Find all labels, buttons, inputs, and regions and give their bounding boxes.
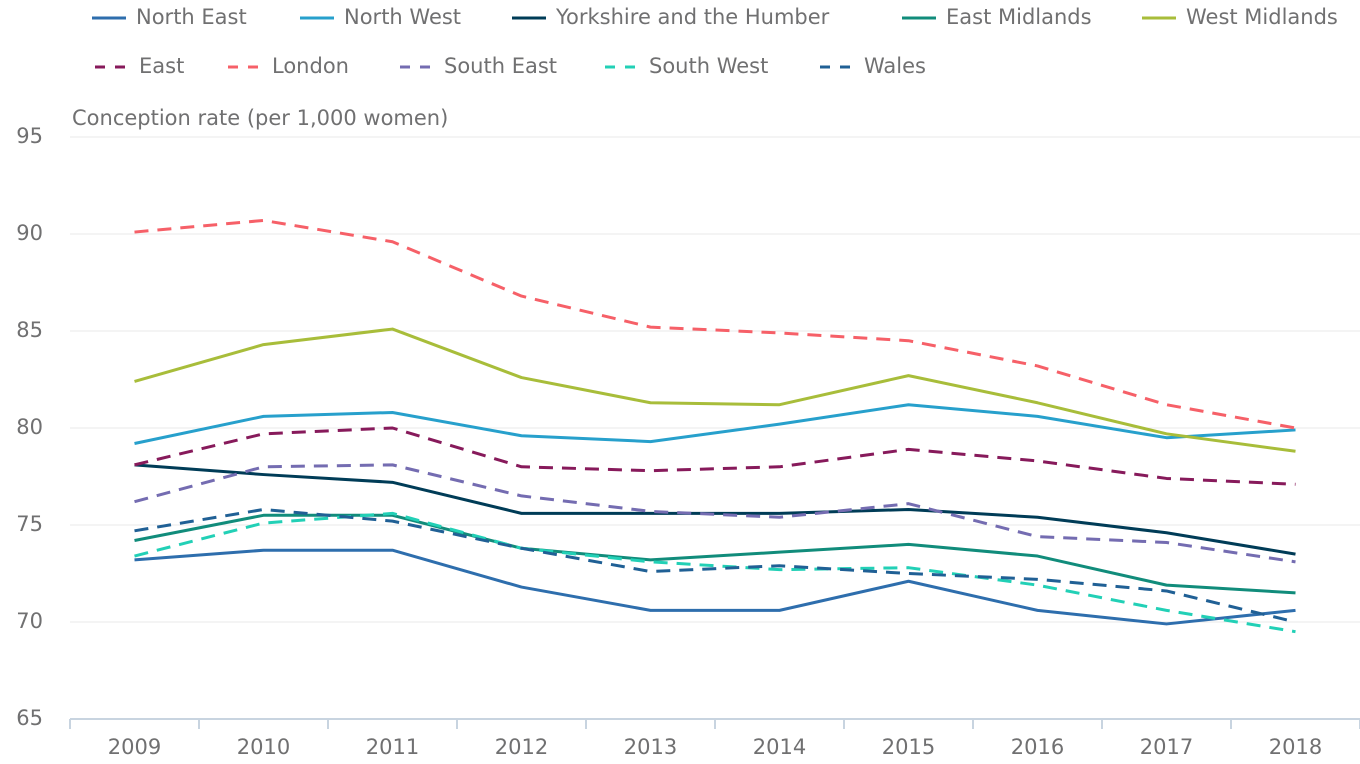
legend-label: North West <box>344 5 461 29</box>
x-tick-label: 2015 <box>882 735 935 759</box>
series-line <box>134 511 1296 634</box>
x-tick-label: 2010 <box>237 735 290 759</box>
x-tick-label: 2018 <box>1269 735 1322 759</box>
legend-label: East Midlands <box>946 5 1092 29</box>
x-tick-label: 2016 <box>1011 735 1064 759</box>
legend-label: Wales <box>864 54 926 78</box>
series-line <box>134 327 1296 453</box>
series-line <box>134 403 1296 445</box>
y-tick-label: 95 <box>16 124 43 148</box>
y-tick-label: 85 <box>16 318 43 342</box>
x-tick-label: 2009 <box>108 735 161 759</box>
legend-label: East <box>139 54 184 78</box>
y-tick-label: 75 <box>16 512 43 536</box>
legend-label: London <box>272 54 349 78</box>
series-line <box>134 218 1296 430</box>
x-tick-label: 2012 <box>495 735 548 759</box>
series-line <box>134 426 1296 486</box>
legend-label: South East <box>444 54 557 78</box>
legend-label: West Midlands <box>1186 5 1338 29</box>
series-line <box>134 548 1296 626</box>
y-tick-label: 65 <box>16 706 43 730</box>
series-line <box>134 463 1296 556</box>
y-tick-label: 70 <box>16 609 43 633</box>
x-tick-label: 2014 <box>753 735 806 759</box>
x-tick-label: 2013 <box>624 735 677 759</box>
y-tick-label: 90 <box>16 221 43 245</box>
x-tick-label: 2017 <box>1140 735 1193 759</box>
y-axis-label: Conception rate (per 1,000 women) <box>72 106 448 130</box>
legend-label: South West <box>649 54 768 78</box>
series-line <box>134 507 1296 624</box>
legend-label: Yorkshire and the Humber <box>555 5 830 29</box>
y-tick-label: 80 <box>16 415 43 439</box>
legend-label: North East <box>136 5 247 29</box>
x-tick-label: 2011 <box>366 735 419 759</box>
